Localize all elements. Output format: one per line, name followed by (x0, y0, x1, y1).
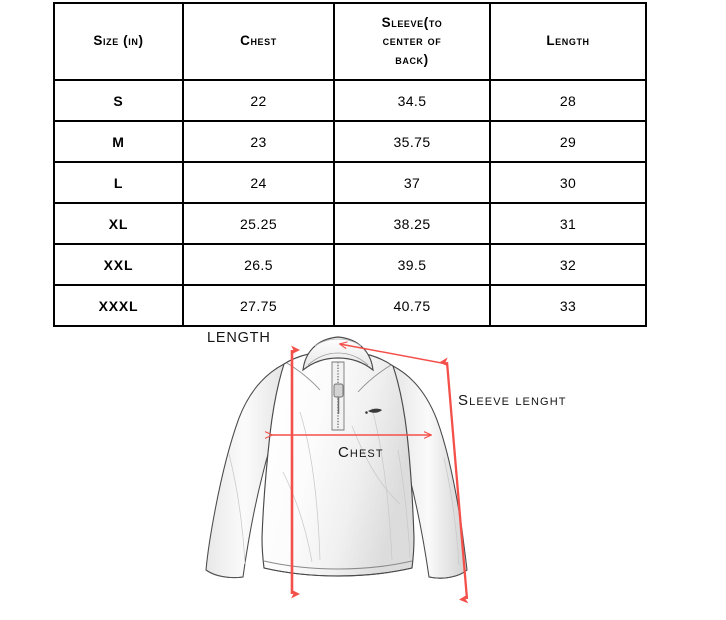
table-row: S 22 34.5 28 (53, 79, 647, 122)
cell-length: 31 (489, 202, 647, 245)
size-chart-table: Size (in) Chest Sleeve(to center of back… (53, 2, 647, 327)
cell-size: XXXL (53, 284, 184, 327)
cell-chest: 27.75 (182, 284, 335, 327)
sleeve-arrow-upper (340, 344, 448, 365)
garment-illustration (205, 336, 469, 604)
chest-logo-icon (368, 408, 382, 413)
cell-sleeve: 39.5 (333, 243, 491, 286)
table-row: XL 25.25 38.25 31 (53, 202, 647, 245)
cell-chest: 25.25 (182, 202, 335, 245)
cell-sleeve: 40.75 (333, 284, 491, 327)
size-chart-table-container: Size (in) Chest Sleeve(to center of back… (53, 2, 647, 327)
cell-length: 28 (489, 79, 647, 122)
cell-chest: 24 (182, 161, 335, 204)
table-row: XXXL 27.75 40.75 33 (53, 284, 647, 327)
sleeve-arrow-lower (439, 357, 469, 604)
chest-logo-dot (365, 411, 368, 414)
hem-band (263, 560, 413, 570)
table-header-row: Size (in) Chest Sleeve(to center of back… (53, 2, 647, 81)
collar (302, 336, 374, 372)
left-shoulder-seam (286, 362, 321, 391)
cell-size: L (53, 161, 184, 204)
cell-size: XL (53, 202, 184, 245)
cell-length: 30 (489, 161, 647, 204)
column-header-size: Size (in) (53, 2, 184, 81)
left-cuff (205, 569, 244, 579)
hem-edge (263, 567, 413, 577)
column-header-chest: Chest (182, 2, 335, 81)
diagram-label-chest: Chest (338, 444, 384, 461)
zipper-pull-slider (333, 383, 344, 398)
cell-sleeve: 35.75 (333, 120, 491, 163)
cell-size: S (53, 79, 184, 122)
collar-inner-edge (307, 352, 369, 366)
cell-chest: 26.5 (182, 243, 335, 286)
table-row: M 23 35.75 29 (53, 120, 647, 163)
cell-chest: 23 (182, 120, 335, 163)
cell-size: M (53, 120, 184, 163)
cell-chest: 22 (182, 79, 335, 122)
cell-sleeve: 34.5 (333, 79, 491, 122)
diagram-label-length: LENGTH (207, 330, 271, 346)
column-header-sleeve-line1: Sleeve(to (381, 15, 443, 31)
cell-sleeve: 37 (333, 161, 491, 204)
table-row: L 24 37 30 (53, 161, 647, 204)
column-header-sleeve-line2: center of (382, 33, 442, 49)
table-row: XXL 26.5 39.5 32 (53, 243, 647, 286)
diagram-label-sleeve: Sleeve lenght (458, 392, 567, 409)
pullover-drawing (205, 336, 468, 579)
cell-length: 32 (489, 243, 647, 286)
cell-size: XXL (53, 243, 184, 286)
right-shoulder-seam (357, 364, 392, 393)
measurement-arrows (272, 344, 469, 604)
column-header-length: Length (489, 2, 647, 81)
collar-stand (314, 338, 362, 347)
cell-length: 29 (489, 120, 647, 163)
cell-sleeve: 38.25 (333, 202, 491, 245)
column-header-sleeve: Sleeve(to center of back) (333, 2, 491, 81)
column-header-sleeve-line3: back) (395, 51, 429, 67)
cell-length: 33 (489, 284, 647, 327)
measurement-diagram (0, 322, 726, 620)
